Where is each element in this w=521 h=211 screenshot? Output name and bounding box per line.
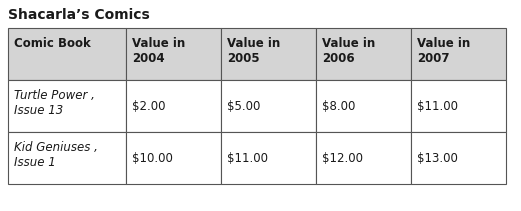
Text: Turtle Power ,
Issue 13: Turtle Power , Issue 13 bbox=[14, 89, 95, 118]
Text: Value in
2004: Value in 2004 bbox=[132, 37, 185, 65]
Text: Value in
2006: Value in 2006 bbox=[322, 37, 375, 65]
Bar bbox=[411, 80, 506, 132]
Bar bbox=[316, 80, 411, 132]
Bar bbox=[126, 28, 221, 80]
Text: $11.00: $11.00 bbox=[417, 100, 458, 112]
Bar bbox=[221, 28, 316, 80]
Text: $13.00: $13.00 bbox=[417, 151, 458, 165]
Text: $11.00: $11.00 bbox=[227, 151, 268, 165]
Text: $10.00: $10.00 bbox=[132, 151, 173, 165]
Text: Value in
2005: Value in 2005 bbox=[227, 37, 280, 65]
Text: $8.00: $8.00 bbox=[322, 100, 355, 112]
Text: Comic Book: Comic Book bbox=[14, 37, 91, 50]
Text: Shacarla’s Comics: Shacarla’s Comics bbox=[8, 8, 150, 22]
Text: $12.00: $12.00 bbox=[322, 151, 363, 165]
Bar bbox=[8, 80, 126, 132]
Bar bbox=[126, 132, 221, 184]
Bar bbox=[8, 28, 126, 80]
Bar bbox=[221, 80, 316, 132]
Bar bbox=[411, 28, 506, 80]
Bar bbox=[411, 132, 506, 184]
Bar bbox=[221, 132, 316, 184]
Text: Value in
2007: Value in 2007 bbox=[417, 37, 470, 65]
Text: Kid Geniuses ,
Issue 1: Kid Geniuses , Issue 1 bbox=[14, 141, 98, 169]
Text: $2.00: $2.00 bbox=[132, 100, 166, 112]
Text: $5.00: $5.00 bbox=[227, 100, 260, 112]
Bar bbox=[316, 28, 411, 80]
Bar bbox=[316, 132, 411, 184]
Bar bbox=[126, 80, 221, 132]
Bar bbox=[8, 132, 126, 184]
